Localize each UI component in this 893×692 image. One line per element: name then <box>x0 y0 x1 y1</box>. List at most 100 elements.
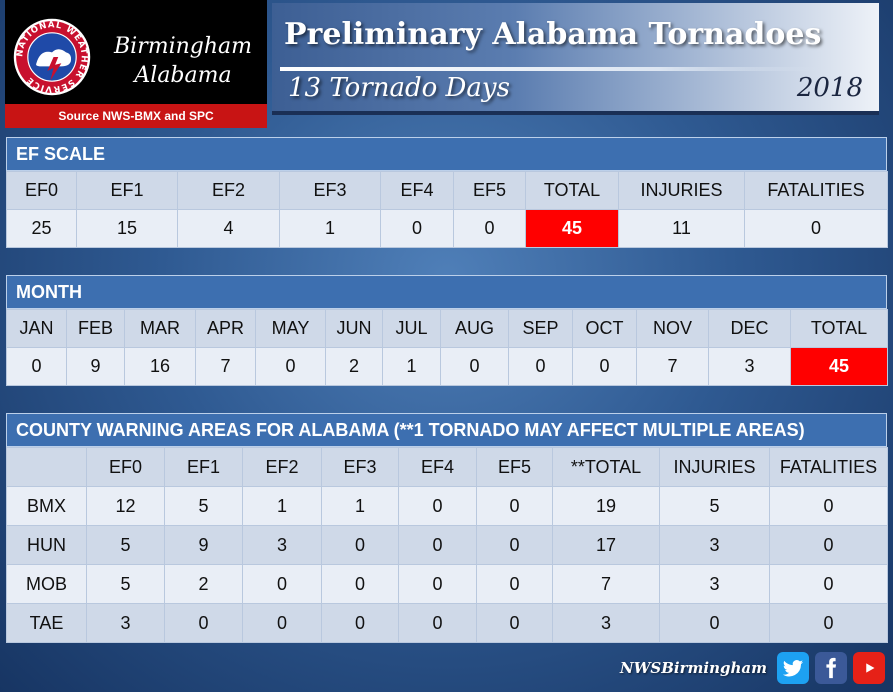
month-value: 0 <box>255 347 326 386</box>
page-title: Preliminary Alabama Tornadoes <box>284 17 822 52</box>
cwa-value: 0 <box>321 603 399 643</box>
ef-scale-value: 25 <box>6 209 77 248</box>
cwa-value: 2 <box>164 564 243 604</box>
nws-logo-block: NATIONAL WEATHER SERVICE Birmingham Alab… <box>5 0 267 128</box>
month-value: 16 <box>124 347 196 386</box>
cwa-value: 0 <box>769 525 888 565</box>
cwa-col-header <box>6 447 87 487</box>
cwa-col-header: **TOTAL <box>552 447 660 487</box>
cwa-value: 0 <box>242 603 322 643</box>
cwa-table: EF0 EF1 EF2 EF3 EF4 EF5 **TOTAL INJURIES FATALIT… <box>6 447 888 643</box>
cwa-value: 9 <box>164 525 243 565</box>
ef-scale-section: EF SCALE EF0 EF1 EF2 EF3 EF4 EF5 TOTAL INJURIES… <box>6 137 888 248</box>
table-row: TAE 3 0 0 0 0 0 3 0 0 <box>6 603 888 643</box>
cwa-value: 0 <box>164 603 243 643</box>
month-col-header: OCT <box>572 309 637 348</box>
ef-scale-value: 1 <box>279 209 381 248</box>
cwa-area-label: HUN <box>6 525 87 565</box>
month-col-header: NOV <box>636 309 709 348</box>
month-value: 3 <box>708 347 791 386</box>
month-value-row: 0 9 16 7 0 2 1 0 0 0 7 3 45 <box>6 347 888 386</box>
ef-scale-col-header: INJURIES <box>618 171 745 210</box>
cwa-value: 17 <box>552 525 660 565</box>
ef-scale-value: 45 <box>525 209 619 248</box>
cwa-value: 3 <box>552 603 660 643</box>
facebook-icon[interactable] <box>815 652 847 684</box>
ef-scale-header-row: EF0 EF1 EF2 EF3 EF4 EF5 TOTAL INJURIES FATALITIE… <box>6 171 888 210</box>
month-table: JAN FEB MAR APR MAY JUN JUL AUG SEP OCT NOV DEC TOTA… <box>6 309 888 386</box>
twitter-icon[interactable] <box>777 652 809 684</box>
table-row: MOB 5 2 0 0 0 0 7 3 0 <box>6 564 888 604</box>
cwa-value: 5 <box>659 486 770 526</box>
cwa-value: 0 <box>476 486 553 526</box>
office-name: Birmingham Alabama <box>103 32 263 90</box>
ef-scale-col-header: EF3 <box>279 171 381 210</box>
cwa-col-header: EF5 <box>476 447 553 487</box>
cwa-value: 0 <box>398 525 477 565</box>
ef-scale-col-header: EF2 <box>177 171 280 210</box>
cwa-col-header: EF3 <box>321 447 399 487</box>
month-value: 0 <box>6 347 67 386</box>
month-col-header: AUG <box>440 309 509 348</box>
ef-scale-value: 0 <box>744 209 888 248</box>
month-col-header: JAN <box>6 309 67 348</box>
cwa-heading: COUNTY WARNING AREAS FOR ALABAMA (**1 TO… <box>6 413 887 447</box>
cwa-value: 3 <box>242 525 322 565</box>
youtube-icon[interactable] <box>853 652 885 684</box>
cwa-value: 0 <box>476 603 553 643</box>
city-line-2: Alabama <box>134 63 232 88</box>
cwa-section: COUNTY WARNING AREAS FOR ALABAMA (**1 TO… <box>6 413 888 643</box>
ef-scale-col-header: TOTAL <box>525 171 619 210</box>
ef-scale-value: 0 <box>380 209 454 248</box>
table-row: BMX 12 5 1 1 0 0 19 5 0 <box>6 486 888 526</box>
nws-seal-icon: NATIONAL WEATHER SERVICE <box>13 18 91 96</box>
month-value: 9 <box>66 347 125 386</box>
month-col-header: FEB <box>66 309 125 348</box>
cwa-value: 0 <box>242 564 322 604</box>
social-footer: NWSBirmingham <box>620 650 885 686</box>
month-value: 7 <box>636 347 709 386</box>
cwa-value: 0 <box>321 564 399 604</box>
title-rule <box>280 67 820 71</box>
cwa-value: 5 <box>86 564 165 604</box>
cwa-value: 0 <box>321 525 399 565</box>
month-col-header: DEC <box>708 309 791 348</box>
ef-scale-col-header: EF5 <box>453 171 526 210</box>
month-section: MONTH JAN FEB MAR APR MAY JUN JUL AUG SEP OCT NOV D… <box>6 275 888 386</box>
ef-scale-col-header: EF0 <box>6 171 77 210</box>
cwa-value: 1 <box>321 486 399 526</box>
cwa-value: 0 <box>398 486 477 526</box>
month-col-header: APR <box>195 309 256 348</box>
title-banner: Preliminary Alabama Tornadoes 13 Tornado… <box>272 3 879 115</box>
cwa-value: 0 <box>476 564 553 604</box>
cwa-area-label: MOB <box>6 564 87 604</box>
table-row: HUN 5 9 3 0 0 0 17 3 0 <box>6 525 888 565</box>
month-value: 0 <box>440 347 509 386</box>
month-col-header: JUN <box>325 309 383 348</box>
ef-scale-value: 0 <box>453 209 526 248</box>
cwa-value: 0 <box>769 486 888 526</box>
ef-scale-col-header: FATALITIES <box>744 171 888 210</box>
cwa-value: 7 <box>552 564 660 604</box>
ef-scale-value: 11 <box>618 209 745 248</box>
month-col-header: SEP <box>508 309 573 348</box>
cwa-value: 1 <box>242 486 322 526</box>
cwa-value: 0 <box>476 525 553 565</box>
social-handle: NWSBirmingham <box>619 659 767 677</box>
month-header-row: JAN FEB MAR APR MAY JUN JUL AUG SEP OCT NOV DEC TOTA… <box>6 309 888 348</box>
cwa-area-label: TAE <box>6 603 87 643</box>
cwa-area-label: BMX <box>6 486 87 526</box>
cwa-header-row: EF0 EF1 EF2 EF3 EF4 EF5 **TOTAL INJURIES FATALIT… <box>6 447 888 487</box>
cwa-col-header: INJURIES <box>659 447 770 487</box>
cwa-value: 5 <box>164 486 243 526</box>
cwa-col-header: FATALITIES <box>769 447 888 487</box>
ef-scale-heading: EF SCALE <box>6 137 887 171</box>
cwa-value: 12 <box>86 486 165 526</box>
cwa-col-header: EF4 <box>398 447 477 487</box>
cwa-col-header: EF1 <box>164 447 243 487</box>
month-value: 7 <box>195 347 256 386</box>
year-label: 2018 <box>796 73 863 103</box>
cwa-value: 5 <box>86 525 165 565</box>
month-value: 0 <box>508 347 573 386</box>
ef-scale-col-header: EF1 <box>76 171 178 210</box>
